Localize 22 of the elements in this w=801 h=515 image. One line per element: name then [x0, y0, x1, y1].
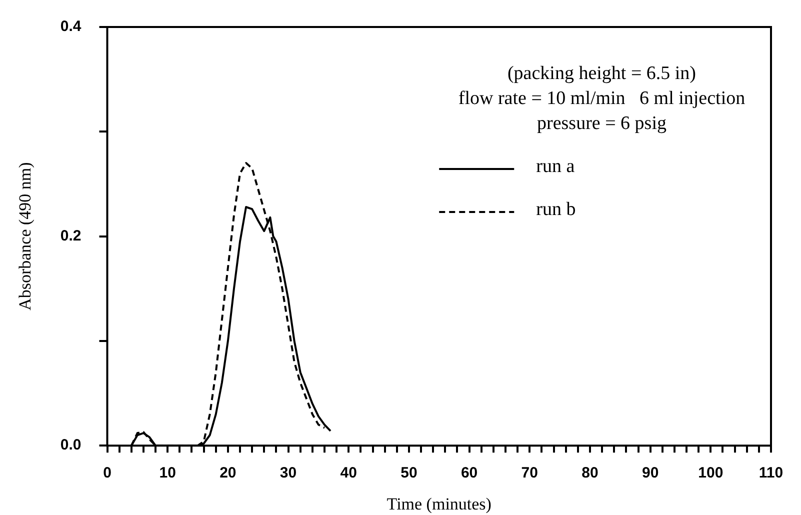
x-tick-label: 80: [582, 464, 598, 482]
x-tick-label: 40: [340, 464, 357, 482]
annotation: pressure = 6 psig: [537, 112, 667, 134]
x-tick-label: 10: [159, 464, 176, 482]
x-tick-label: 0: [103, 464, 112, 482]
x-axis-title: Time (minutes): [386, 494, 492, 514]
x-tick-label: 90: [642, 464, 659, 482]
annotation: (packing height = 6.5 in): [507, 62, 696, 84]
y-tick-label: 0.0: [60, 436, 82, 454]
legend-label: run b: [536, 198, 576, 220]
x-tick-label: 60: [460, 464, 478, 482]
legend-label: run a: [536, 156, 576, 177]
x-tick-label: 70: [521, 464, 538, 482]
x-tick-label: 100: [698, 464, 724, 482]
y-tick-label: 0.2: [60, 227, 82, 244]
x-tick-label: 110: [758, 464, 784, 482]
x-tick-label: 50: [400, 464, 418, 482]
x-tick-label: 20: [220, 464, 236, 482]
x-tick-label: 30: [280, 464, 297, 482]
annotation: flow rate = 10 ml/min 6 ml injection: [458, 88, 746, 109]
y-axis-title: Absorbance (490 nm): [16, 162, 35, 310]
y-tick-label: 0.4: [60, 18, 82, 36]
